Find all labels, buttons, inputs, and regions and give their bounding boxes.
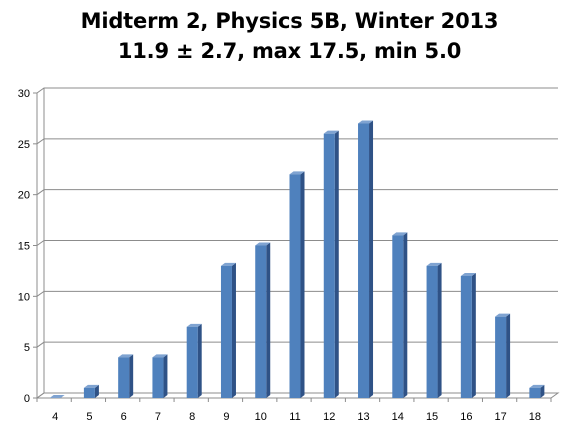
chart-title: Midterm 2, Physics 5B, Winter 2013 — [80, 9, 499, 33]
bar-front — [152, 357, 164, 398]
bar — [49, 395, 65, 398]
gridline — [36, 189, 558, 196]
bar-front — [118, 357, 130, 398]
x-tick-label: 5 — [86, 411, 92, 423]
bar — [152, 354, 168, 398]
y-tick-labels: 0 5 10 15 20 25 30 — [18, 88, 30, 405]
bar-top — [118, 354, 134, 358]
x-tick-label: 13 — [357, 411, 369, 423]
bar — [358, 120, 374, 398]
bars — [49, 120, 545, 398]
x-tick-label: 18 — [529, 411, 541, 423]
bar-front — [495, 316, 507, 398]
gridlines — [33, 87, 558, 402]
bar — [118, 354, 134, 398]
bar-top — [426, 262, 442, 266]
bar-side — [231, 262, 236, 398]
bar-side — [403, 232, 408, 398]
y-tick-label: 25 — [18, 139, 30, 151]
bar-side — [506, 313, 511, 398]
bar — [220, 262, 236, 398]
bar-front — [460, 276, 472, 398]
chart-subtitle: 11.9 ± 2.7, max 17.5, min 5.0 — [117, 39, 462, 63]
y-tick-label: 5 — [24, 342, 30, 354]
bar-top — [83, 384, 99, 388]
gridline — [36, 138, 558, 145]
bar-top — [49, 395, 65, 398]
bar-front — [186, 326, 198, 398]
bar — [495, 313, 511, 398]
bar-top — [152, 354, 168, 358]
y-tick-label: 30 — [18, 88, 30, 100]
gridline — [36, 290, 558, 297]
bar-front — [358, 123, 370, 398]
gridline — [36, 87, 558, 94]
bar-side — [334, 130, 339, 398]
gridline — [36, 392, 558, 399]
bar-top — [323, 130, 339, 134]
bar-top — [255, 242, 271, 246]
bar-side — [266, 242, 271, 398]
bar-top — [460, 273, 476, 276]
bar-top — [186, 323, 202, 327]
x-tick-label: 15 — [426, 411, 438, 423]
bar-side — [94, 384, 99, 398]
x-tick-label: 14 — [392, 411, 404, 423]
bar — [323, 130, 339, 398]
bar — [83, 384, 99, 398]
bar-front — [220, 265, 232, 398]
x-tick-label: 6 — [121, 411, 127, 423]
y-tick-label: 15 — [18, 241, 30, 253]
bar-front — [255, 245, 267, 398]
bar-top — [392, 232, 408, 236]
x-tick-label: 12 — [323, 411, 335, 423]
bar — [392, 232, 408, 398]
x-tick-label: 16 — [460, 411, 472, 423]
x-tick-label: 11 — [289, 411, 300, 423]
bar-top — [220, 262, 236, 266]
bar-side — [163, 354, 168, 398]
bar-top — [289, 171, 305, 175]
bar-side — [129, 354, 134, 398]
bar — [289, 171, 305, 398]
x-tick-label: 7 — [155, 411, 161, 423]
bar — [426, 262, 442, 398]
bar-side — [300, 171, 305, 398]
y-tick-label: 10 — [18, 291, 30, 303]
x-tick-labels: 4 5 6 7 8 9 10 11 12 13 14 15 16 17 18 — [52, 411, 541, 423]
bar-front — [289, 174, 301, 398]
bar — [460, 273, 476, 398]
x-tick-label: 8 — [189, 411, 195, 423]
bar-side — [369, 120, 374, 398]
bar-front — [83, 387, 95, 398]
bar — [529, 384, 545, 398]
bar-top — [495, 313, 511, 317]
bar-front — [323, 133, 335, 398]
bar-side — [197, 323, 202, 398]
bar-top — [529, 384, 545, 388]
bar-side — [540, 384, 545, 398]
bar — [186, 323, 202, 398]
y-tick-label: 0 — [24, 393, 30, 405]
gridline — [36, 341, 558, 348]
bar-top — [358, 120, 374, 124]
x-tick-label: 10 — [255, 411, 267, 423]
y-tick-label: 20 — [18, 190, 30, 202]
bar-side — [471, 273, 476, 398]
bar-front — [426, 265, 438, 398]
x-tick-label: 4 — [52, 411, 58, 423]
x-tick-label: 17 — [494, 411, 506, 423]
x-tick-label: 9 — [223, 411, 229, 423]
gridline — [36, 240, 558, 246]
bar-front — [529, 387, 541, 398]
bar — [255, 242, 271, 398]
bar-front — [392, 235, 404, 398]
bar-side — [437, 262, 442, 398]
